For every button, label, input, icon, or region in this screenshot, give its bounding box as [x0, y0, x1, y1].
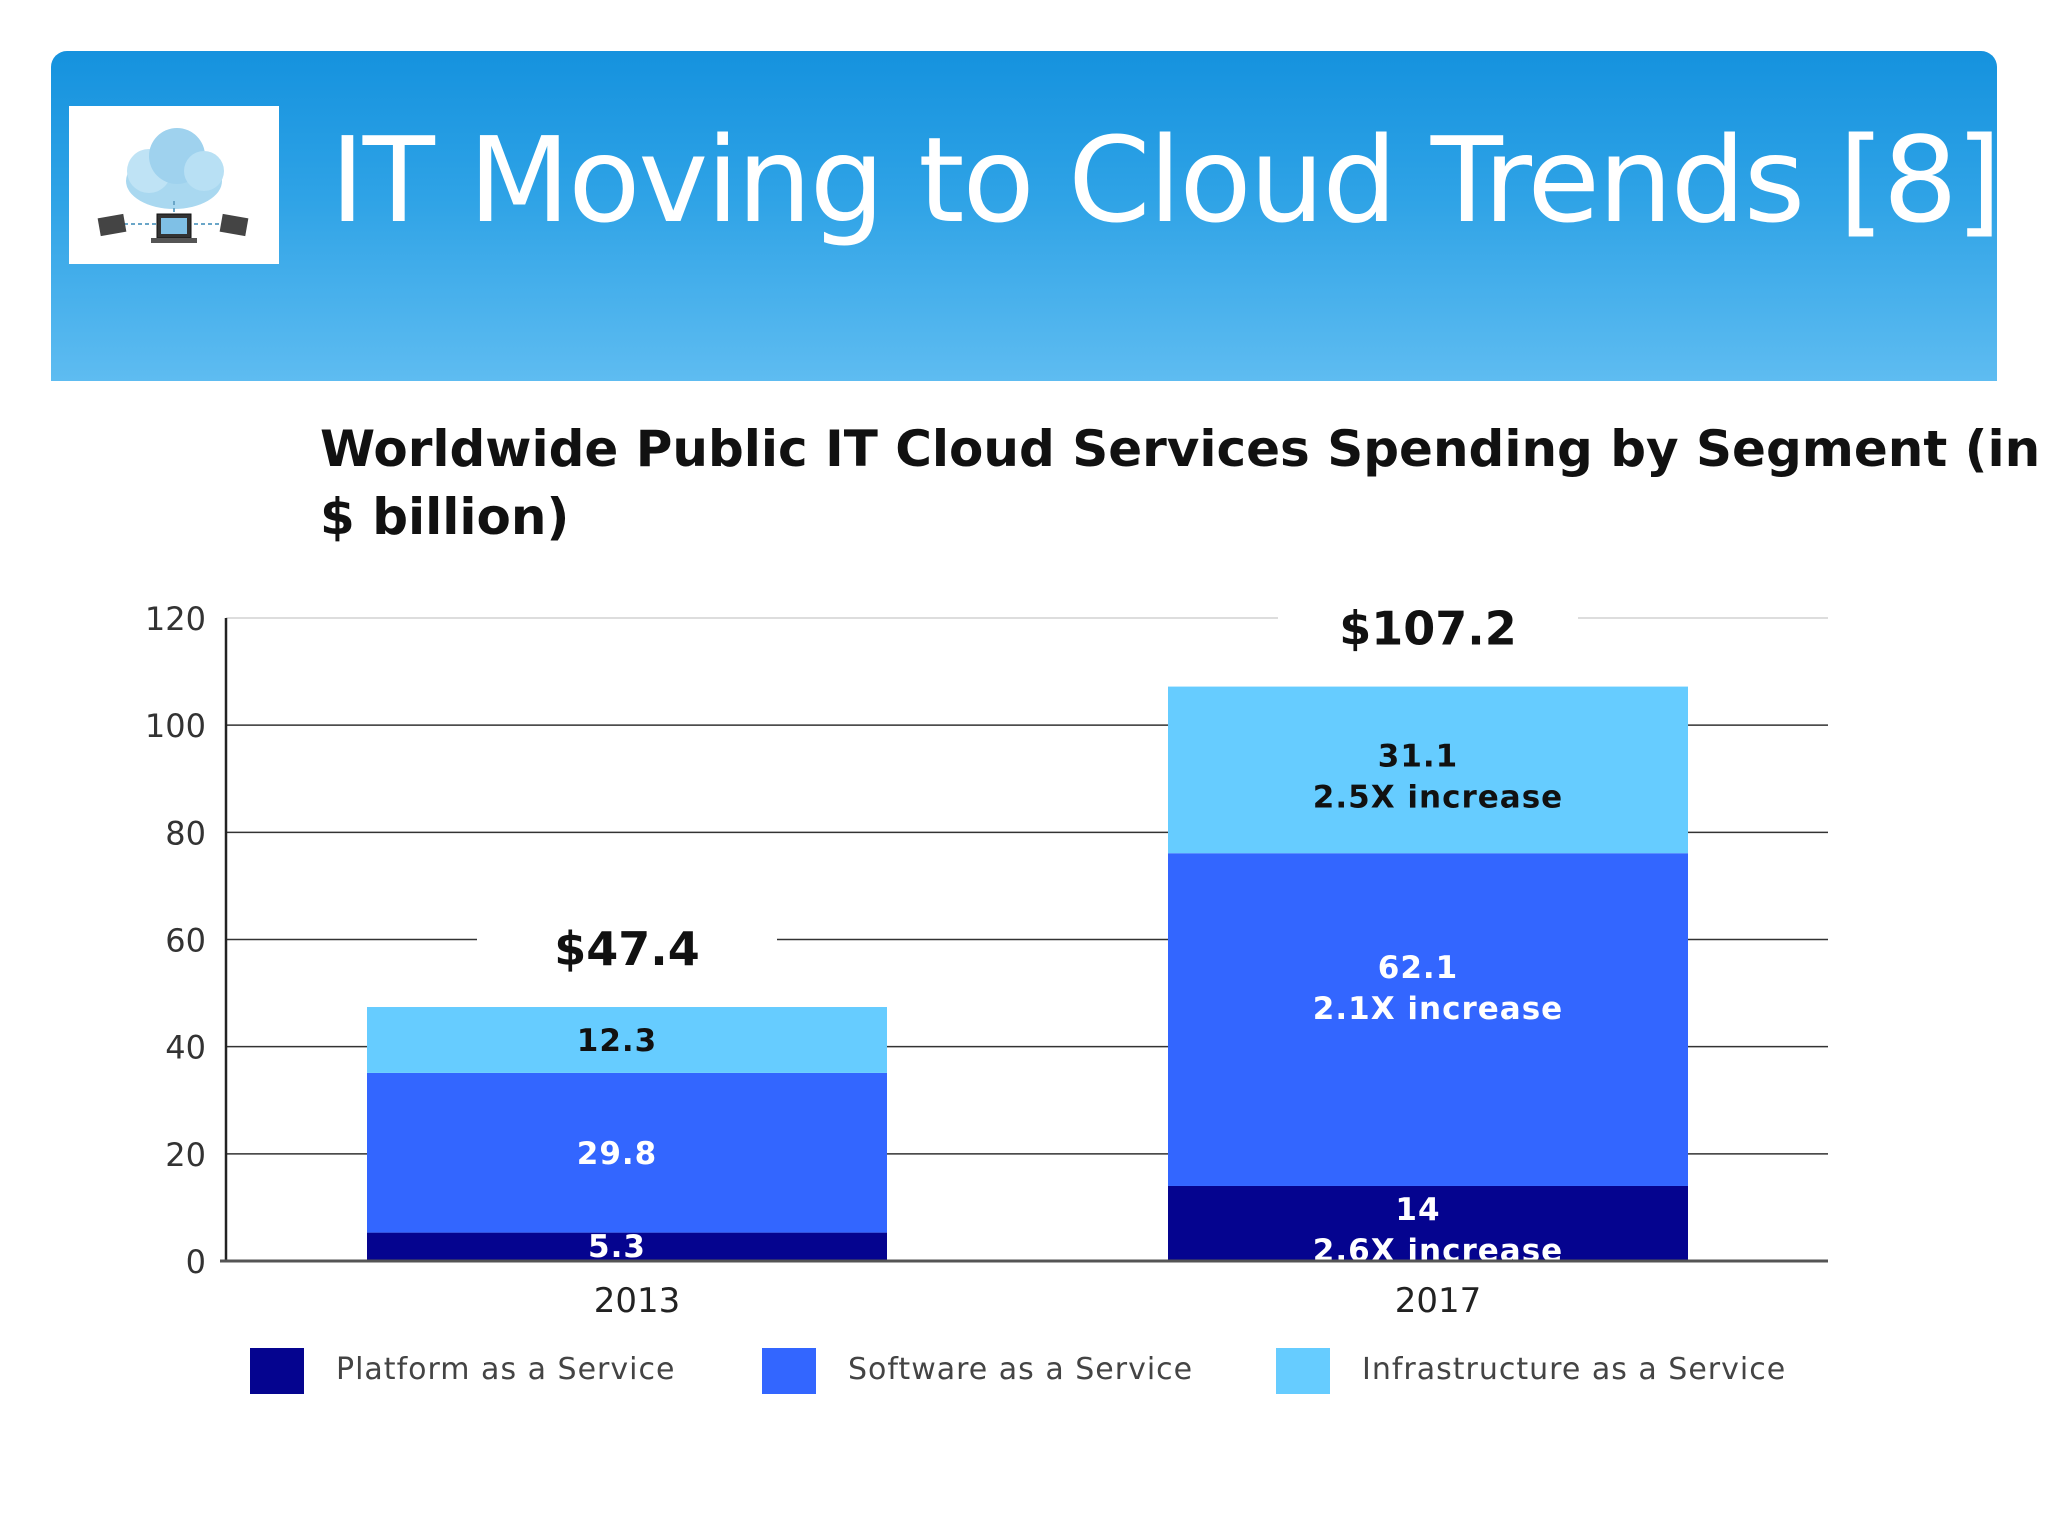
data-label: 29.8 [577, 1136, 658, 1172]
data-label: 62.1 [1378, 950, 1459, 986]
legend-label: Software as a Service [848, 1352, 1194, 1387]
y-tick-label: 40 [165, 1029, 206, 1067]
data-label: 14 [1395, 1192, 1440, 1228]
bar-segment [367, 1007, 887, 1073]
legend-swatch [250, 1348, 304, 1394]
y-tick-label: 20 [165, 1136, 206, 1174]
y-tick-label: 100 [145, 707, 206, 745]
bar-segment [367, 1072, 887, 1233]
logo [69, 106, 279, 264]
bar-segment [1168, 1185, 1688, 1261]
data-label: 2.5X increase [1313, 780, 1563, 816]
total-label: $47.4 [554, 922, 700, 976]
total-label-bg [1278, 602, 1578, 663]
total-label-bg [477, 923, 777, 984]
slide-header [51, 51, 1997, 381]
chart-title-text: Worldwide Public IT Cloud Services Spend… [320, 420, 2041, 546]
legend-label: Platform as a Service [336, 1352, 676, 1387]
data-label: 12.3 [577, 1023, 658, 1059]
total-label: $107.2 [1339, 602, 1517, 656]
legend-swatch [1276, 1348, 1330, 1394]
bar-segment [1168, 686, 1688, 854]
x-tick-label: 2013 [594, 1281, 681, 1321]
legend-swatch [762, 1348, 816, 1394]
chart-title: Worldwide Public IT Cloud Services Spend… [320, 415, 2048, 551]
cloud-network-icon [97, 128, 249, 243]
bar-segment [1168, 853, 1688, 1186]
legend-label: Infrastructure as a Service [1362, 1352, 1787, 1387]
bar-segment [367, 1232, 887, 1261]
data-label: 31.1 [1378, 739, 1459, 775]
x-tick-label: 2017 [1395, 1281, 1482, 1321]
data-label: 5.3 [588, 1229, 646, 1265]
data-label: 2.1X increase [1313, 991, 1563, 1027]
y-tick-label: 60 [165, 922, 206, 960]
slide-title: IT Moving to Cloud Trends [8] [330, 111, 2002, 249]
y-tick-label: 120 [145, 600, 206, 638]
y-tick-label: 80 [165, 814, 206, 852]
y-tick-label: 0 [186, 1243, 206, 1281]
data-label: 2.6X increase [1313, 1233, 1563, 1269]
